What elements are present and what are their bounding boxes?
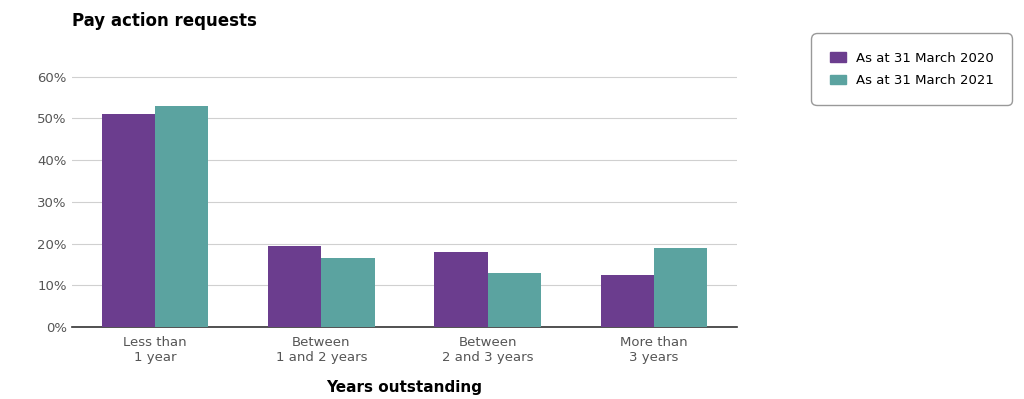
- Bar: [322, 258, 375, 327]
- Bar: [601, 275, 654, 327]
- Bar: [268, 246, 322, 327]
- Bar: [654, 248, 707, 327]
- Bar: [487, 273, 541, 327]
- Bar: [102, 114, 155, 327]
- Bar: [434, 252, 487, 327]
- Text: Pay action requests: Pay action requests: [72, 12, 257, 30]
- Bar: [155, 106, 208, 327]
- X-axis label: Years outstanding: Years outstanding: [327, 380, 482, 395]
- Legend: As at 31 March 2020, As at 31 March 2021: As at 31 March 2020, As at 31 March 2021: [816, 39, 1008, 100]
